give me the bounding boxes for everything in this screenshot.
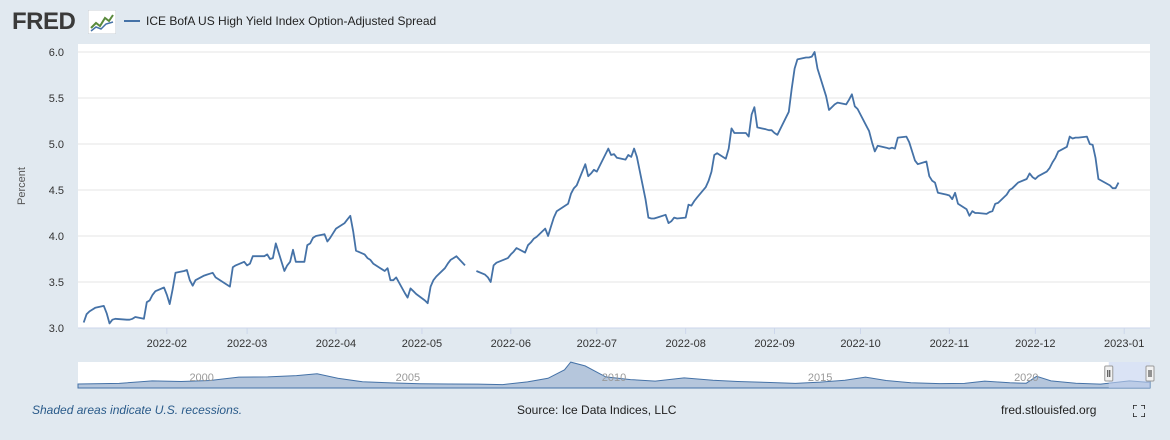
fred-logo[interactable]: FRED (12, 8, 76, 35)
range-navigator[interactable]: 2000 2005 2010 2015 2020 (77, 361, 1155, 389)
y-tick-label: 4.0 (49, 231, 64, 243)
navigator-label: 2020 (1014, 372, 1038, 384)
navigator-label: 2000 (189, 372, 213, 384)
y-tick-label: 3.5 (49, 277, 64, 289)
navigator-label: 2015 (808, 372, 832, 384)
y-tick-label: 4.5 (49, 185, 64, 197)
x-tick-label: 2022-10 (840, 338, 880, 350)
series-lines[interactable] (82, 51, 1120, 325)
navigator-series (77, 361, 1151, 389)
navigator-handle-body[interactable] (1145, 365, 1155, 382)
navigator-handle-right[interactable] (1145, 365, 1155, 382)
x-tick-label: 2022-07 (577, 338, 617, 350)
x-axis-ticks: 2022-02 2022-03 2022-04 2022-05 2022-06 2022-… (78, 327, 1150, 350)
grid-lines (78, 51, 1150, 329)
navigator-handle-body[interactable] (1104, 365, 1114, 382)
source-text: Source: Ice Data Indices, LLC (517, 403, 677, 417)
y-tick-label: 3.0 (49, 323, 64, 335)
navigator-label: 2005 (396, 372, 420, 384)
x-tick-label: 2022-04 (316, 338, 356, 350)
x-tick-label: 2022-08 (665, 338, 705, 350)
navigator-selection[interactable] (1108, 362, 1150, 388)
legend-swatch (124, 20, 140, 22)
navigator-handle-left[interactable] (1104, 365, 1114, 382)
legend[interactable]: ICE BofA US High Yield Index Option-Adju… (124, 14, 436, 28)
y-axis-label: Percent (16, 167, 28, 205)
fullscreen-expand-icon[interactable] (1133, 405, 1145, 417)
plot-area[interactable] (78, 44, 1150, 328)
x-tick-label: 2022-03 (227, 338, 267, 350)
chart-header: FRED ICE BofA US High Yield Index Option… (0, 0, 1170, 44)
x-tick-label: 2022-12 (1015, 338, 1055, 350)
legend-series-name: ICE BofA US High Yield Index Option-Adju… (146, 14, 437, 28)
fred-chart-logo-icon[interactable] (88, 10, 116, 34)
site-link[interactable]: fred.stlouisfed.org (1001, 403, 1097, 417)
y-tick-label: 5.0 (49, 139, 64, 151)
series-line[interactable] (476, 51, 1120, 283)
x-tick-label: 2022-11 (930, 338, 970, 350)
recession-note[interactable]: Shaded areas indicate U.S. recessions. (32, 403, 243, 417)
x-tick-label: 2022-05 (402, 338, 442, 350)
x-tick-label: 2022-09 (754, 338, 794, 350)
y-tick-label: 6.0 (49, 47, 64, 59)
y-tick-label: 5.5 (49, 93, 64, 105)
navigator-label: 2010 (602, 372, 626, 384)
x-tick-label: 2023-01 (1104, 338, 1144, 350)
x-tick-label: 2022-06 (491, 338, 531, 350)
x-tick-label: 2022-02 (147, 338, 187, 350)
y-axis-ticks: 3.0 3.5 4.0 4.5 5.0 5.5 6.0 (49, 47, 64, 335)
series-line[interactable] (82, 214, 466, 325)
